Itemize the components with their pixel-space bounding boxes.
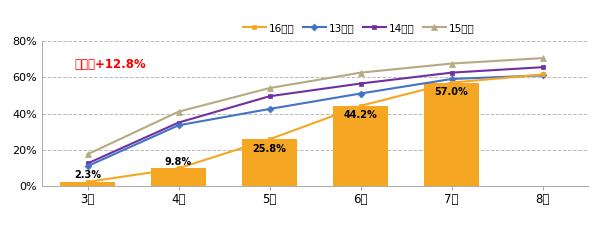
15年卒: [266, 87, 273, 89]
Bar: [333, 106, 388, 186]
Bar: [60, 182, 115, 186]
Legend: 16年卒, 13年卒, 14年卒, 15年卒: 16年卒, 13年卒, 14年卒, 15年卒: [242, 23, 475, 33]
Text: 2.3%: 2.3%: [74, 170, 101, 180]
Bar: [242, 139, 297, 186]
Line: 15年卒: 15年卒: [85, 55, 545, 158]
Text: 前月比+12.8%: 前月比+12.8%: [75, 58, 146, 71]
Text: 25.8%: 25.8%: [253, 144, 286, 154]
16年卒: [357, 104, 364, 107]
13年卒: [539, 74, 546, 77]
Text: 9.8%: 9.8%: [165, 157, 192, 167]
16年卒: [539, 73, 546, 76]
13年卒: [175, 124, 182, 127]
15年卒: [539, 57, 546, 59]
Line: 13年卒: 13年卒: [85, 73, 545, 169]
13年卒: [266, 108, 273, 110]
13年卒: [448, 78, 455, 80]
14年卒: [175, 121, 182, 124]
13年卒: [84, 165, 91, 168]
Text: 57.0%: 57.0%: [434, 87, 469, 97]
Bar: [424, 83, 479, 186]
Text: 44.2%: 44.2%: [344, 110, 377, 120]
15年卒: [175, 110, 182, 113]
Bar: [151, 168, 206, 186]
14年卒: [539, 66, 546, 69]
14年卒: [84, 162, 91, 165]
14年卒: [266, 95, 273, 98]
16年卒: [84, 181, 91, 183]
15年卒: [357, 71, 364, 74]
16年卒: [266, 138, 273, 141]
13年卒: [357, 92, 364, 95]
16年卒: [175, 167, 182, 170]
14年卒: [357, 82, 364, 85]
Line: 14年卒: 14年卒: [85, 65, 545, 166]
16年卒: [448, 81, 455, 84]
Line: 16年卒: 16年卒: [85, 72, 545, 184]
15年卒: [84, 153, 91, 156]
15年卒: [448, 62, 455, 65]
14年卒: [448, 71, 455, 74]
